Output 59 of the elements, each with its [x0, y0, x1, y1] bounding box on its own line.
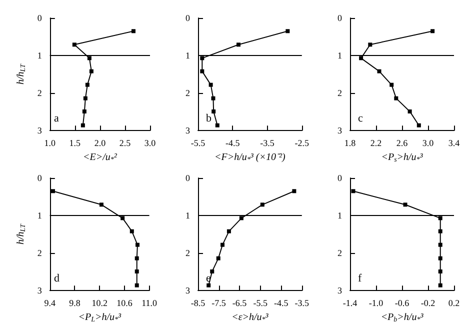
y-tick-label: 1 [186, 50, 190, 61]
x-tick-label: 2.0 [94, 138, 106, 148]
annotation: f [358, 272, 362, 284]
y-tick-label: 2 [338, 88, 342, 98]
y-tick-label: 3 [37, 286, 42, 296]
x-tick-label: 1.0 [44, 138, 56, 148]
x-tick-label: -4.5 [274, 298, 289, 308]
x-tick-label: -6.5 [232, 298, 248, 308]
y-tick-label: 0 [37, 173, 42, 183]
x-tick-label: -7.5 [212, 298, 226, 308]
y-tick-label: 1 [186, 210, 190, 221]
annotation: b [206, 112, 212, 124]
x-tick-label: -5.5 [253, 298, 268, 308]
x-tick-label: 1.5 [69, 138, 82, 148]
y-tick-label: 1 [338, 50, 342, 61]
y-tick-label: 0 [338, 13, 342, 23]
x-tick-label: -4.5 [226, 138, 240, 148]
x-tick-label: 3.0 [422, 138, 434, 148]
y-tick-label: 3 [37, 126, 42, 136]
x-tick-label: 2.2 [370, 138, 382, 148]
y-tick-label: 1 [338, 210, 342, 221]
y-tick-label: 3 [186, 286, 190, 296]
y-tick-label: 0 [186, 173, 190, 183]
y-tick-label: 3 [338, 286, 342, 296]
x-tick-label: -0.6 [394, 298, 410, 308]
x-tick-label: -0.2 [420, 298, 436, 308]
x-tick-label: 0.2 [448, 298, 460, 308]
x-tick-label: -3.5 [294, 298, 310, 308]
x-tick-label: -8.5 [190, 298, 206, 308]
y-tick-label: 0 [37, 13, 42, 23]
annotation: c [358, 112, 363, 124]
x-tick-label: 11.0 [142, 298, 158, 308]
y-tick-label: 3 [338, 126, 342, 136]
y-tick-label: 2 [37, 248, 42, 258]
y-tick-label: 1 [37, 210, 42, 221]
x-tick-label: 10.6 [116, 298, 133, 308]
x-tick-label: 3.0 [144, 138, 156, 148]
x-tick-label: -5.5 [190, 138, 206, 148]
x-tick-label: -3.5 [260, 138, 275, 148]
x-tick-label: -2.5 [294, 138, 310, 148]
annotation: a [54, 112, 59, 124]
y-tick-label: 2 [338, 248, 342, 258]
x-tick-label: -1.4 [342, 298, 358, 308]
x-tick-label: 9.4 [44, 298, 56, 308]
y-tick-label: 3 [186, 126, 190, 136]
y-tick-label: 2 [37, 88, 42, 98]
annotation: d [54, 272, 60, 284]
x-tick-label: -1.0 [368, 298, 384, 308]
y-tick-label: 1 [37, 50, 42, 61]
y-tick-label: 0 [338, 173, 342, 183]
x-tick-label: 9.8 [69, 298, 81, 308]
x-tick-label: 2.5 [119, 138, 132, 148]
x-tick-label: 2.6 [396, 138, 408, 148]
x-tick-label: 1.8 [344, 138, 356, 148]
y-tick-label: 2 [186, 88, 190, 98]
x-tick-label: 10.2 [92, 298, 108, 308]
x-tick-label: 3.4 [448, 138, 460, 148]
y-tick-label: 0 [186, 13, 190, 23]
y-tick-label: 2 [186, 248, 190, 258]
